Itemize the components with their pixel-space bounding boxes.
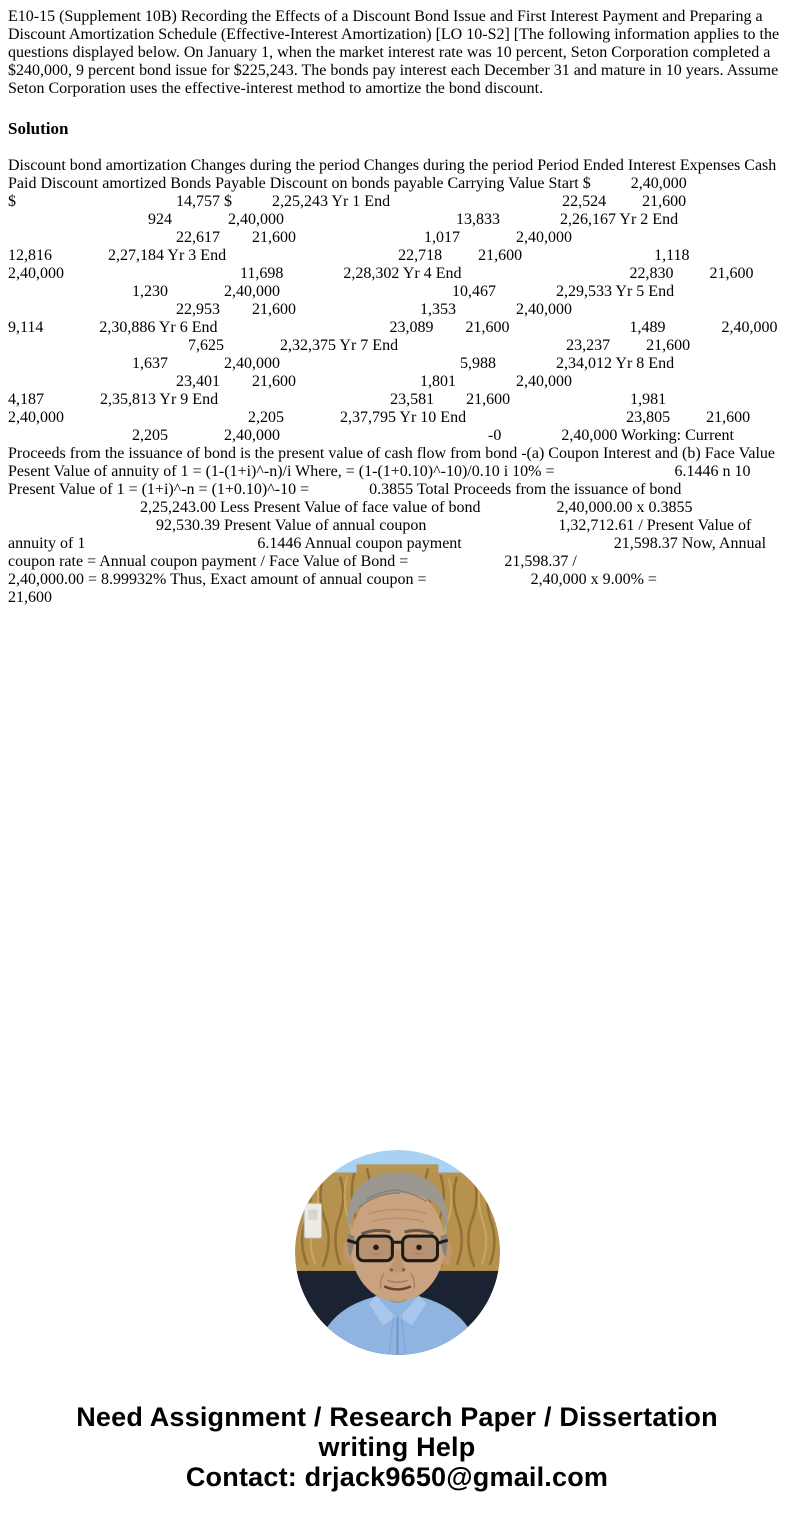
solution-line: 2,205 2,40,000 -0 2,40,000 Working: Curr…: [8, 427, 734, 444]
solution-line: 2,40,000.00 = 8.99932% Thus, Exact amoun…: [8, 571, 657, 588]
footer-line-3: Contact: drjack9650@gmail.com: [185, 1462, 609, 1492]
solution-line: 22,617 21,600 1,017 2,40,000: [8, 229, 572, 246]
problem-paragraph: E10-15 (Supplement 10B) Recording the Ef…: [8, 8, 780, 97]
solution-line: 1,637 2,40,000 5,988 2,34,012 Yr 8 End: [8, 355, 675, 372]
solution-line: 23,401 21,600 1,801 2,40,000: [8, 373, 572, 390]
solution-line: Paid Discount amortized Bonds Payable Di…: [8, 175, 687, 192]
solution-line: 4,187 2,35,813 Yr 9 End 23,581 21,600 1,…: [8, 391, 667, 408]
presenter-portrait-image: [294, 1150, 500, 1355]
solution-line: 7,625 2,32,375 Yr 7 End 23,237 21,600: [8, 337, 691, 354]
solution-line: 2,40,000 11,698 2,28,302 Yr 4 End 22,830…: [8, 265, 754, 282]
solution-line: 12,816 2,27,184 Yr 3 End 22,718 21,600 1…: [8, 247, 690, 264]
footer-ad: Need Assignment / Research Paper / Disse…: [8, 1402, 786, 1492]
solution-line: Discount bond amortization Changes durin…: [8, 157, 777, 174]
presenter-photo: [8, 1150, 786, 1355]
solution-line: 924 2,40,000 13,833 2,26,167 Yr 2 End: [8, 211, 679, 228]
solution-line: 1,230 2,40,000 10,467 2,29,533 Yr 5 End: [8, 283, 675, 300]
solution-line: $ 14,757 $ 2,25,243 Yr 1 End 22,524 21,6…: [8, 193, 687, 210]
solution-line: 21,600: [8, 589, 52, 606]
solution-line: Pesent Value of annuity of 1 = (1-(1+i)^…: [8, 463, 751, 480]
solution-heading: Solution: [8, 119, 69, 138]
footer-line-1: Need Assignment / Research Paper / Disse…: [76, 1402, 718, 1432]
footer-line-2: writing Help: [318, 1432, 476, 1462]
solution-line: 2,40,000 2,205 2,37,795 Yr 10 End 23,805…: [8, 409, 751, 426]
solution-lines: Discount bond amortization Changes durin…: [8, 157, 786, 607]
solution-line: 9,114 2,30,886 Yr 6 End 23,089 21,600 1,…: [8, 319, 778, 336]
solution-line: 92,530.39 Present Value of annual coupon…: [8, 517, 752, 534]
solution-line: 22,953 21,600 1,353 2,40,000: [8, 301, 572, 318]
solution-line: Proceeds from the issuance of bond is th…: [8, 445, 776, 462]
solution-line: annuity of 1 6.1446 Annual coupon paymen…: [8, 535, 767, 552]
solution-line: coupon rate = Annual coupon payment / Fa…: [8, 553, 577, 570]
solution-line: 2,25,243.00 Less Present Value of face v…: [8, 499, 693, 516]
solution-line: Present Value of 1 = (1+i)^-n = (1+0.10)…: [8, 481, 682, 498]
